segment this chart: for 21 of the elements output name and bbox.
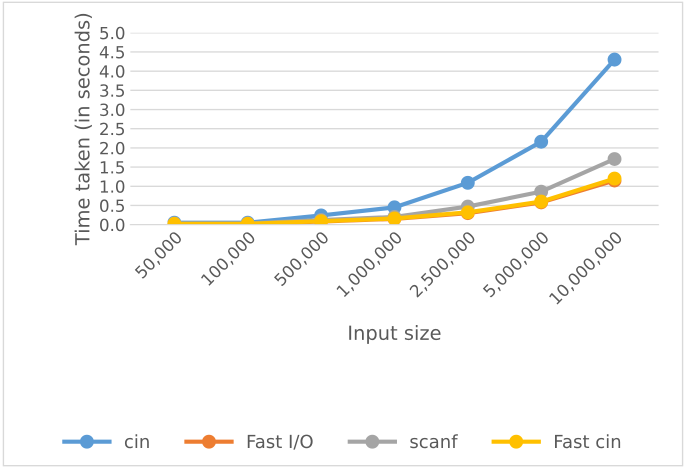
point (534, 134, 548, 149)
legend-label: Fast I/O (248, 434, 313, 450)
y-tick-label: 2.5 (100, 122, 124, 136)
x-axis-title: Input size (349, 325, 441, 344)
y-axis-title: Time taken (in seconds) (74, 14, 92, 246)
point (608, 152, 622, 166)
legend-label: Fast cin (555, 434, 620, 448)
y-tick-label: 1.5 (100, 161, 124, 174)
y-tick-label: 3.0 (100, 103, 124, 116)
legend-label: scanf (410, 434, 458, 448)
y-tick-label: 0.0 (100, 218, 124, 232)
y-tick-label: 1.0 (100, 180, 124, 193)
y-tick-label: 0.5 (100, 199, 124, 212)
legend-label: cin (124, 434, 149, 448)
y-tick-label: 5.0 (100, 26, 124, 40)
y-tick-label: 4.0 (100, 65, 124, 78)
point (460, 176, 475, 190)
y-tick-label: 3.5 (100, 84, 124, 97)
y-tick-label: 2.0 (100, 142, 124, 154)
y-tick-label: 4.5 (100, 46, 124, 59)
point (608, 52, 622, 67)
